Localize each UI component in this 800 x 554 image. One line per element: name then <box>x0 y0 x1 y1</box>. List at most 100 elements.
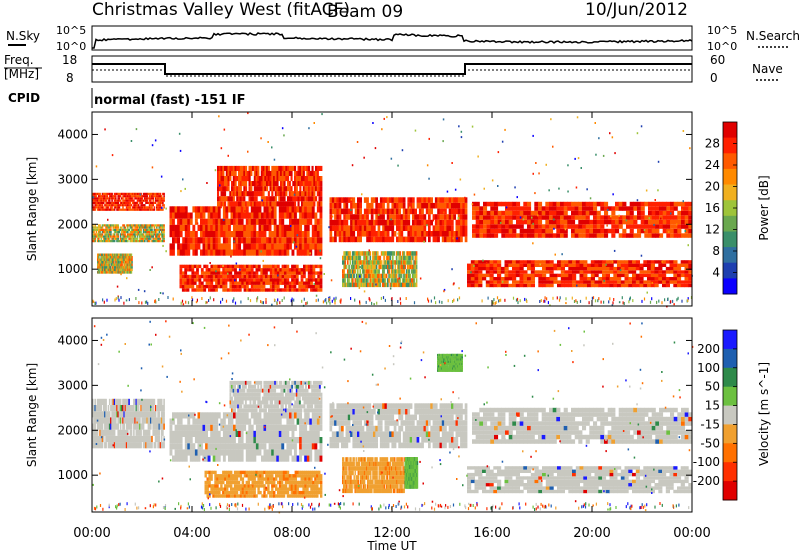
data-cell <box>384 264 387 270</box>
data-cell <box>205 278 209 282</box>
data-cell <box>306 165 309 171</box>
data-cell <box>172 237 175 244</box>
data-cell <box>192 224 196 231</box>
data-cell <box>688 283 693 288</box>
data-cell <box>383 255 385 261</box>
data-cell <box>409 255 412 261</box>
data-cell <box>501 228 506 234</box>
data-cell <box>375 269 378 274</box>
data-cell <box>655 228 660 234</box>
data-cell <box>572 270 577 274</box>
data-cell <box>129 204 132 207</box>
data-cell <box>145 195 147 198</box>
data-cell <box>160 235 163 238</box>
data-cell <box>100 233 103 236</box>
data-speck <box>97 232 100 235</box>
data-cell <box>298 284 302 289</box>
data-cell <box>404 282 407 288</box>
data-cell <box>116 411 118 418</box>
data-cell <box>605 260 610 264</box>
data-cell <box>659 215 664 220</box>
data-cell <box>285 170 288 176</box>
data-cell <box>629 224 634 229</box>
data-cell <box>633 224 638 229</box>
ground-speck <box>201 297 203 300</box>
data-cell <box>261 218 264 225</box>
data-cell <box>423 231 427 237</box>
data-cell <box>253 249 257 256</box>
data-cell <box>130 271 133 274</box>
data-cell <box>159 240 162 243</box>
data-cell <box>408 251 410 256</box>
data-cell <box>590 280 595 284</box>
data-cell <box>266 249 269 256</box>
data-cell <box>360 282 363 288</box>
data-cell <box>319 274 323 279</box>
data-cell <box>217 271 221 275</box>
data-cell <box>296 224 300 231</box>
data-cell <box>219 271 223 275</box>
data-cell <box>116 192 118 195</box>
data-cell <box>334 236 337 243</box>
data-cell <box>345 251 348 256</box>
data-speck <box>260 137 262 140</box>
data-cell <box>294 212 297 219</box>
data-cell <box>172 206 175 213</box>
data-cell <box>405 278 408 283</box>
data-cell <box>115 231 117 234</box>
data-cell <box>102 240 105 243</box>
data-cell <box>225 237 229 244</box>
data-cell <box>265 278 268 282</box>
data-cell <box>122 398 124 405</box>
data-cell <box>530 280 535 284</box>
data-cell <box>409 225 413 231</box>
ground-speck <box>543 299 545 303</box>
data-cell <box>391 202 395 209</box>
ground-speck <box>329 301 331 305</box>
data-cell <box>677 228 682 234</box>
data-cell <box>234 176 237 182</box>
data-cell <box>665 280 670 284</box>
data-speck <box>383 117 385 120</box>
data-cell <box>271 186 274 192</box>
data-cell <box>99 417 101 424</box>
data-cell <box>398 251 400 256</box>
data-cell <box>140 224 142 227</box>
data-cell <box>414 282 417 288</box>
data-cell <box>162 197 164 200</box>
data-cell <box>95 417 98 424</box>
data-cell <box>115 423 117 430</box>
data-cell <box>387 278 389 283</box>
data-cell <box>669 266 674 271</box>
data-cell <box>299 224 302 231</box>
data-cell <box>329 219 333 226</box>
data-cell <box>384 273 387 279</box>
data-cell <box>139 208 141 211</box>
data-cell <box>556 210 561 216</box>
data-cell <box>146 240 148 243</box>
data-cell <box>385 255 388 261</box>
data-cell <box>669 263 674 267</box>
data-cell <box>264 170 267 176</box>
data-cell <box>229 201 232 207</box>
data-cell <box>121 208 123 211</box>
data-cell <box>128 199 130 202</box>
data-cell <box>128 256 130 259</box>
data-cell <box>259 201 262 207</box>
data-cell <box>207 206 211 213</box>
data-cell <box>215 278 218 282</box>
data-cell <box>357 282 359 288</box>
data-cell <box>542 270 547 274</box>
data-cell <box>441 236 445 243</box>
ground-speck <box>457 298 459 302</box>
data-cell <box>121 192 123 195</box>
data-cell <box>272 284 275 289</box>
data-cell <box>219 264 223 269</box>
data-cell <box>222 206 226 213</box>
data-cell <box>363 255 365 261</box>
data-cell <box>357 197 360 203</box>
data-cell <box>453 197 456 203</box>
data-cell <box>273 165 276 171</box>
data-cell <box>243 170 246 176</box>
data-cell <box>93 233 95 236</box>
